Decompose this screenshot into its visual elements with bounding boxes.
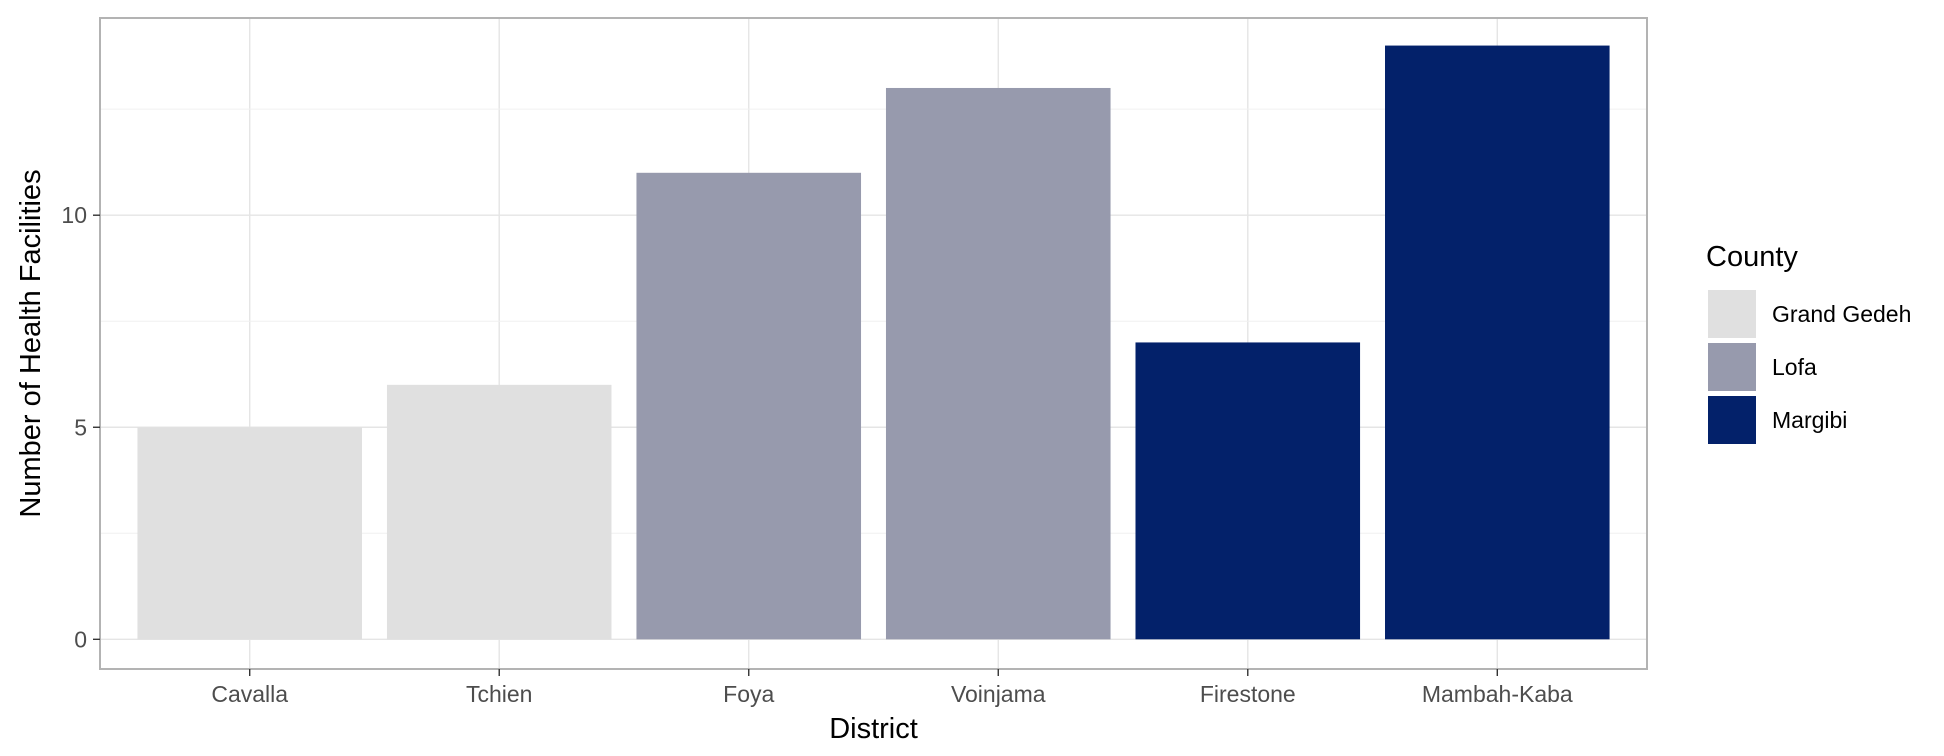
legend: County Grand Gedeh Lofa Margibi bbox=[1706, 241, 1911, 444]
y-tick-label: 5 bbox=[74, 414, 87, 440]
legend-key-grand-gedeh bbox=[1708, 290, 1756, 338]
bar-firestone bbox=[1135, 342, 1361, 640]
bars bbox=[137, 45, 1610, 640]
x-axis-title: District bbox=[829, 713, 918, 745]
bar-tchien bbox=[386, 384, 612, 640]
plot-panel-border bbox=[99, 17, 1648, 670]
x-tick-label: Foya bbox=[723, 681, 774, 707]
legend-label: Lofa bbox=[1772, 354, 1817, 380]
legend-key-lofa bbox=[1708, 343, 1756, 391]
y-axis-title: Number of Health Facilities bbox=[15, 169, 47, 517]
legend-key-margibi bbox=[1708, 396, 1756, 444]
x-tick-label: Tchien bbox=[466, 681, 532, 707]
y-axis-ticks: 0 5 10 bbox=[61, 202, 100, 652]
x-tick-label: Mambah-Kaba bbox=[1422, 681, 1573, 707]
y-tick-label: 0 bbox=[74, 626, 87, 652]
legend-label: Grand Gedeh bbox=[1772, 301, 1911, 327]
bar-voinjama bbox=[885, 87, 1111, 640]
bar-cavalla bbox=[137, 427, 362, 640]
bar-foya bbox=[636, 172, 862, 640]
legend-title: County bbox=[1706, 241, 1798, 273]
x-tick-label: Firestone bbox=[1200, 681, 1296, 707]
x-tick-label: Voinjama bbox=[951, 681, 1046, 707]
y-tick-label: 10 bbox=[61, 202, 87, 228]
x-tick-label: Cavalla bbox=[211, 681, 288, 707]
legend-label: Margibi bbox=[1772, 407, 1847, 433]
x-axis-ticks: Cavalla Tchien Foya Voinjama Firestone Mambah… bbox=[211, 669, 1573, 707]
bar-mambah-kaba bbox=[1385, 45, 1610, 640]
